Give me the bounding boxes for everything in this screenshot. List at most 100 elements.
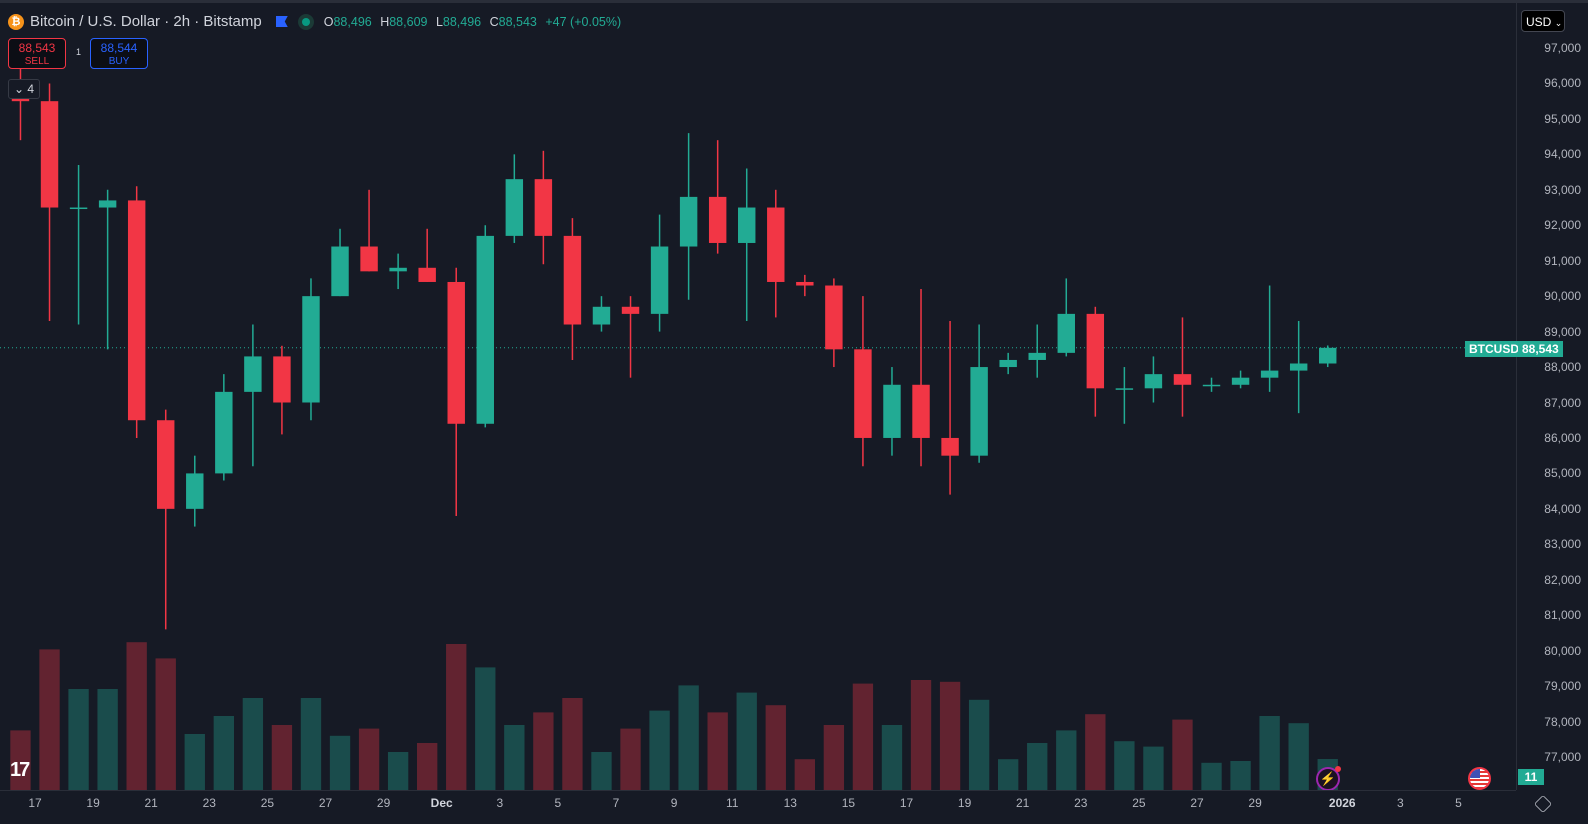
volume-bar [417,743,438,790]
time-tick-label: 5 [1455,796,1462,810]
volume-bar [620,728,641,790]
candle-body [1115,388,1134,390]
volume-bar [271,725,293,790]
volume-bar [39,649,60,790]
candle-body [1057,313,1075,353]
buy-price: 88,544 [100,41,138,55]
lightning-icon[interactable]: ⚡ [1316,766,1341,791]
volume-bar [1230,761,1251,790]
bitcoin-icon: ₿ [8,13,24,30]
time-tick-label: 13 [783,796,797,810]
volume-bar [1114,741,1135,790]
currency-select[interactable]: USD ⌄ [1521,10,1565,32]
time-axis[interactable]: 17 19 21 23 25 27 29 Dec 3 5 7 9 11 13 15 17 19 21 23 25 27 2… [0,790,1516,824]
price-tick-label: 94,000 [1544,147,1581,162]
candlestick-chart [0,62,1516,790]
price-tick-label: 96,000 [1544,76,1581,91]
price-tick-label: 86,000 [1544,430,1581,445]
volume-bar [126,642,147,790]
us-flag-icon[interactable] [1468,767,1491,790]
flag-icon[interactable] [275,16,288,27]
time-tick-label: 17 [28,796,42,810]
candle-body [1202,384,1221,387]
price-tick-label: 92,000 [1544,218,1581,233]
volume-bar [387,752,409,790]
settings-icon[interactable] [1533,794,1553,814]
chevron-down-icon: ⌄ [1554,18,1563,28]
time-tick-label: 2026 [1328,796,1356,810]
candle-body [563,235,582,325]
time-tick-label: 9 [670,796,678,810]
volume-bar [97,689,118,790]
time-tick-label: 3 [496,796,504,810]
candle-body [418,267,436,282]
volume-bar [1056,730,1077,790]
chart-plot-area[interactable]: ₿ Bitcoin / U.S. Dollar · 2h · Bitstamp … [0,3,1516,791]
candle-body [505,179,524,236]
candle-body [302,296,320,403]
indicators-toggle[interactable]: ⌄ 4 [8,79,40,99]
symbol-legend: ₿ Bitcoin / U.S. Dollar · 2h · Bitstamp … [8,13,626,30]
buy-button[interactable]: 88,544 BUY [90,38,148,69]
volume-bar [1201,762,1222,790]
price-tick-label: 90,000 [1544,289,1581,304]
volume-tag: 11 [1518,769,1544,785]
candle-body [708,196,727,243]
time-tick-label: 19 [957,796,972,810]
volume-bar [1259,716,1280,790]
ohlc-values: O88,496 H88,609 L88,496 C88,543 +47 (+0.… [323,14,622,29]
candle-body [186,473,204,509]
time-tick-label: 21 [144,796,158,810]
tradingview-logo[interactable]: 17 [10,759,30,781]
volume-bar [504,725,525,790]
price-tick-label: 82,000 [1544,572,1581,587]
candle-body [215,391,233,474]
volume-bar [446,644,467,790]
market-status-icon[interactable] [297,13,314,30]
sell-button[interactable]: 88,543 SELL [8,38,66,69]
volume-bar [1143,746,1164,790]
volume-bar [939,681,961,790]
price-tick-label: 93,000 [1544,182,1581,197]
volume-bar [68,689,89,790]
price-tick-label: 83,000 [1544,537,1581,552]
volume-bar [1172,719,1193,790]
time-tick-label: 23 [1074,796,1088,810]
price-axis[interactable]: USD ⌄ 97,000 96,000 95,000 94,000 93,000 92,0… [1465,3,1588,790]
candle-body [360,246,378,272]
candle-body [1173,374,1192,385]
volume-bar [649,710,670,790]
time-tick-label: 17 [899,796,914,810]
volume-bar [910,680,932,790]
candle-body [941,437,959,456]
candle-body [679,196,698,247]
candle-body [98,200,117,208]
candle-body [1231,377,1250,385]
candle-body [999,359,1017,368]
candle-body [273,356,291,403]
time-tick-label: 25 [1132,796,1146,810]
volume-bar [155,658,176,790]
candle-body [738,207,756,243]
time-tick-label: 19 [86,796,100,810]
volume-bar [707,712,728,790]
change-value: +47 (+0.05%) [545,14,622,29]
buy-label: BUY [108,56,130,67]
candle-body [69,207,88,210]
candle-body [157,420,175,509]
time-tick-label: 11 [725,796,739,810]
price-tick-label: 84,000 [1544,501,1581,516]
volume-bar [475,667,496,790]
candle-body [476,235,494,424]
candle-body [331,246,349,297]
trade-quantity[interactable]: 1 [76,47,82,57]
candle-body [1319,347,1337,364]
symbol-title[interactable]: Bitcoin / U.S. Dollar · 2h · Bitstamp [30,13,262,30]
volume-bar [591,752,612,790]
price-tick-label: 97,000 [1544,41,1581,55]
candle-body [970,367,988,456]
volume-bar [10,730,31,790]
volume-bar [358,728,380,790]
time-tick-label: Dec [430,796,453,810]
time-tick-label: 25 [260,796,275,810]
